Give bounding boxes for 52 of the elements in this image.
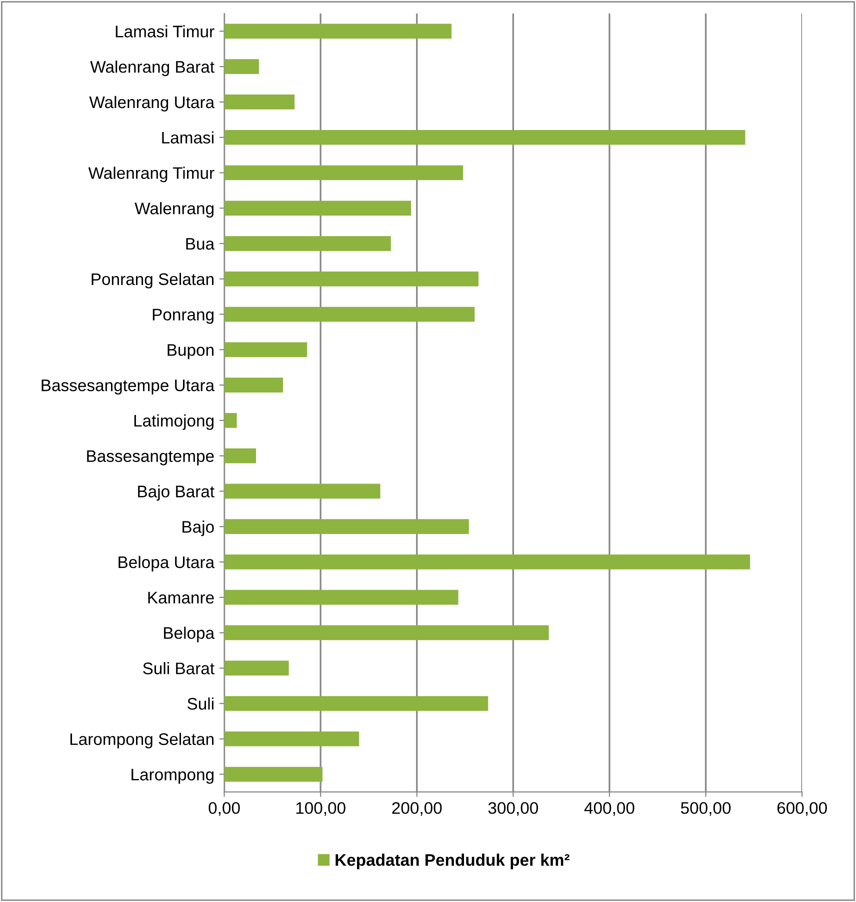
bar	[224, 94, 295, 110]
bar	[224, 554, 750, 570]
y-tick-label: Larompong Selatan	[70, 732, 214, 748]
bar	[224, 378, 284, 392]
x-tick-label: 500,00	[680, 802, 731, 816]
y-tick-label: Bassesangtempe	[87, 450, 214, 466]
y-tick-label: Ponrang	[152, 308, 214, 324]
bar	[224, 342, 308, 358]
bar	[224, 448, 256, 464]
y-tick-label: Larompong	[132, 768, 214, 784]
bar	[224, 24, 452, 39]
bar	[224, 766, 322, 782]
bar	[224, 696, 488, 711]
y-tick-label: Bassesangtempe Utara	[42, 380, 215, 395]
y-tick-label: Lamasi	[162, 131, 214, 144]
bar	[224, 236, 391, 251]
bar	[224, 200, 412, 216]
bar	[224, 271, 479, 286]
y-tick-label: Belopa Utara	[118, 556, 215, 572]
bar	[224, 625, 549, 640]
bar	[224, 59, 259, 74]
y-tick-label: Suli	[188, 697, 214, 710]
x-tick-label: 400,00	[584, 802, 634, 816]
y-tick-label: Bua	[186, 238, 215, 250]
bar	[224, 306, 475, 322]
y-tick-label: Bupon	[168, 344, 214, 360]
bar	[224, 660, 289, 676]
y-tick-label: Suli Barat	[143, 662, 214, 674]
bar	[224, 165, 464, 180]
x-tick-label: 300,00	[488, 802, 538, 816]
y-tick-label: Bajo Barat	[138, 485, 214, 501]
bar	[224, 590, 458, 605]
bar	[224, 413, 237, 428]
y-tick-label: Lamasi Timur	[116, 25, 214, 38]
y-tick-label: Latimojong	[134, 414, 214, 430]
y-tick-label: Ponrang Selatan	[92, 272, 214, 288]
y-tick-label: Walenrang	[134, 202, 214, 218]
bar	[224, 130, 746, 145]
bar	[224, 484, 380, 499]
x-tick-label: 0,00	[208, 802, 240, 816]
y-tick-label: Walenrang Utara	[89, 96, 215, 112]
x-tick-label: 600,00	[777, 802, 827, 816]
y-tick-label: Belopa	[164, 626, 215, 642]
y-tick-label: Bajo	[182, 520, 214, 536]
bar	[224, 519, 469, 534]
x-tick-label: 200,00	[392, 802, 442, 816]
bar	[224, 731, 360, 746]
y-tick-label: Walenrang Timur	[88, 166, 214, 182]
y-tick-label: Walenrang Barat	[90, 60, 214, 76]
y-tick-label: Kamanre	[148, 592, 214, 604]
legend-label: Kepadatan Penduduk per km²	[336, 854, 570, 870]
x-tick-label: 100,00	[296, 802, 346, 816]
